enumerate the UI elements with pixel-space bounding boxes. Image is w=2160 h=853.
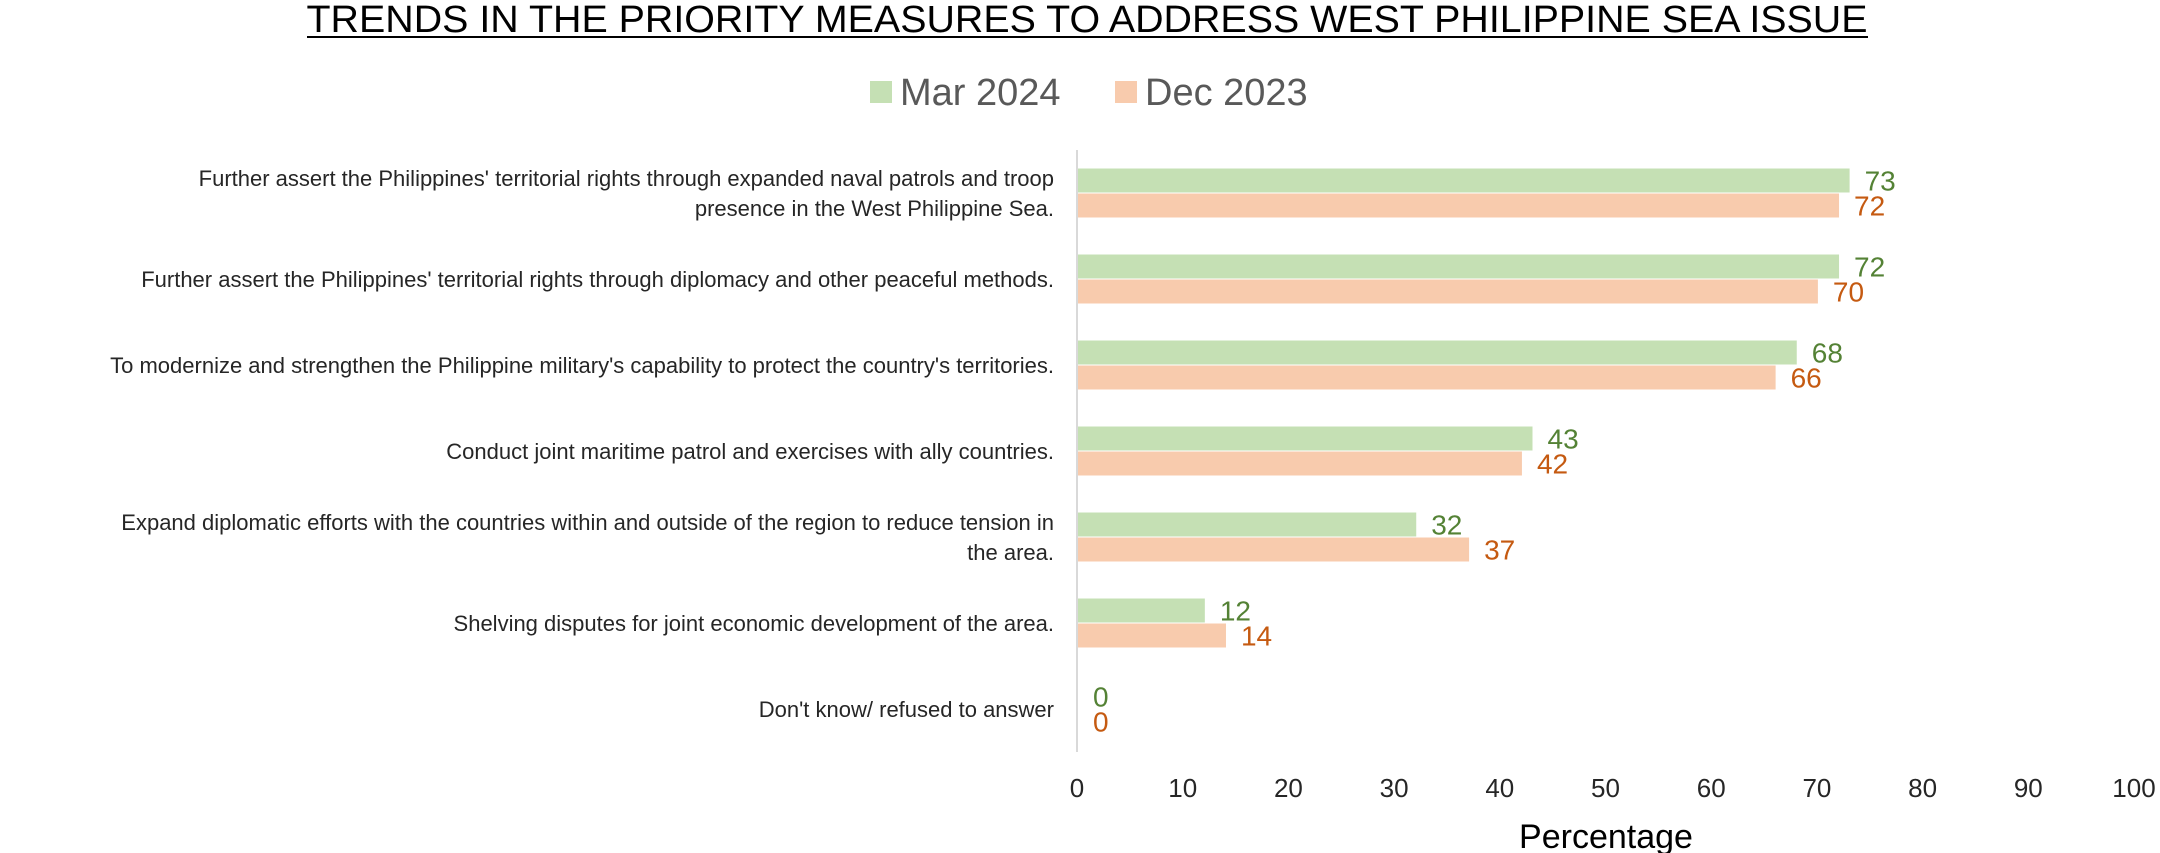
data-label-mar-2024-3: 43	[1548, 424, 1579, 455]
category-label-6: Don't know/ refused to answer	[759, 697, 1054, 722]
data-label-mar-2024-4: 32	[1431, 510, 1462, 541]
bar-dec-2023-5	[1078, 623, 1226, 648]
bar-mar-2024-2	[1078, 340, 1797, 365]
category-label-5: Shelving disputes for joint economic dev…	[454, 611, 1054, 636]
x-tick-label-70: 70	[1802, 773, 1831, 803]
bar-mar-2024-0	[1078, 168, 1850, 193]
category-label-2: To modernize and strengthen the Philippi…	[110, 353, 1054, 378]
x-axis-title: Percentage	[1519, 818, 1693, 853]
data-label-mar-2024-2: 68	[1812, 338, 1843, 369]
x-tick-label-80: 80	[1908, 773, 1937, 803]
chart-title: TRENDS IN THE PRIORITY MEASURES TO ADDRE…	[307, 0, 1868, 41]
data-label-mar-2024-5: 12	[1220, 596, 1251, 627]
data-label-dec-2023-2: 66	[1791, 363, 1822, 394]
data-label-dec-2023-0: 72	[1854, 191, 1885, 222]
data-label-dec-2023-6: 0	[1093, 707, 1109, 738]
x-tick-label-90: 90	[2014, 773, 2043, 803]
category-label-4-line-0: Expand diplomatic efforts with the count…	[121, 510, 1054, 535]
x-tick-label-60: 60	[1697, 773, 1726, 803]
legend-swatch-dec-2023	[1115, 81, 1137, 103]
x-tick-label-0: 0	[1070, 773, 1084, 803]
chart-title-group: TRENDS IN THE PRIORITY MEASURES TO ADDRE…	[307, 0, 1868, 41]
category-label-0-line-1: presence in the West Philippine Sea.	[695, 196, 1054, 221]
x-tick-label-20: 20	[1274, 773, 1303, 803]
legend: Mar 2024 Dec 2023	[870, 72, 1308, 114]
bar-dec-2023-1	[1078, 279, 1818, 304]
data-label-mar-2024-0: 73	[1865, 166, 1896, 197]
legend-swatch-mar-2024	[870, 81, 892, 103]
category-label-4-line-1: the area.	[967, 540, 1054, 565]
data-label-dec-2023-3: 42	[1537, 449, 1568, 480]
bar-mar-2024-4	[1078, 512, 1417, 537]
bar-mar-2024-5	[1078, 598, 1205, 623]
x-tick-label-50: 50	[1591, 773, 1620, 803]
legend-label-dec-2023: Dec 2023	[1145, 72, 1308, 114]
x-tick-label-40: 40	[1485, 773, 1514, 803]
x-axis-ticks: 0 10 20 30 40 50 60 70 80 90 100	[1070, 773, 2156, 803]
category-label-0-line-0: Further assert the Philippines' territor…	[199, 166, 1054, 191]
category-label-1: Further assert the Philippines' territor…	[141, 267, 1054, 292]
category-label-3: Conduct joint maritime patrol and exerci…	[446, 439, 1054, 464]
bar-dec-2023-2	[1078, 365, 1776, 390]
data-label-mar-2024-6: 0	[1093, 682, 1109, 713]
data-label-mar-2024-1: 72	[1854, 252, 1885, 283]
legend-label-mar-2024: Mar 2024	[900, 72, 1061, 114]
bar-mar-2024-3	[1078, 426, 1533, 451]
category-labels: Further assert the Philippines' territor…	[110, 166, 1054, 722]
data-label-dec-2023-5: 14	[1241, 621, 1272, 652]
x-tick-label-100: 100	[2112, 773, 2155, 803]
data-label-dec-2023-4: 37	[1484, 535, 1515, 566]
bar-dec-2023-4	[1078, 537, 1470, 562]
bar-dec-2023-0	[1078, 193, 1840, 218]
x-tick-label-10: 10	[1168, 773, 1197, 803]
data-label-dec-2023-1: 70	[1833, 277, 1864, 308]
bar-dec-2023-3	[1078, 451, 1522, 476]
bar-mar-2024-1	[1078, 254, 1840, 279]
x-tick-label-30: 30	[1380, 773, 1409, 803]
